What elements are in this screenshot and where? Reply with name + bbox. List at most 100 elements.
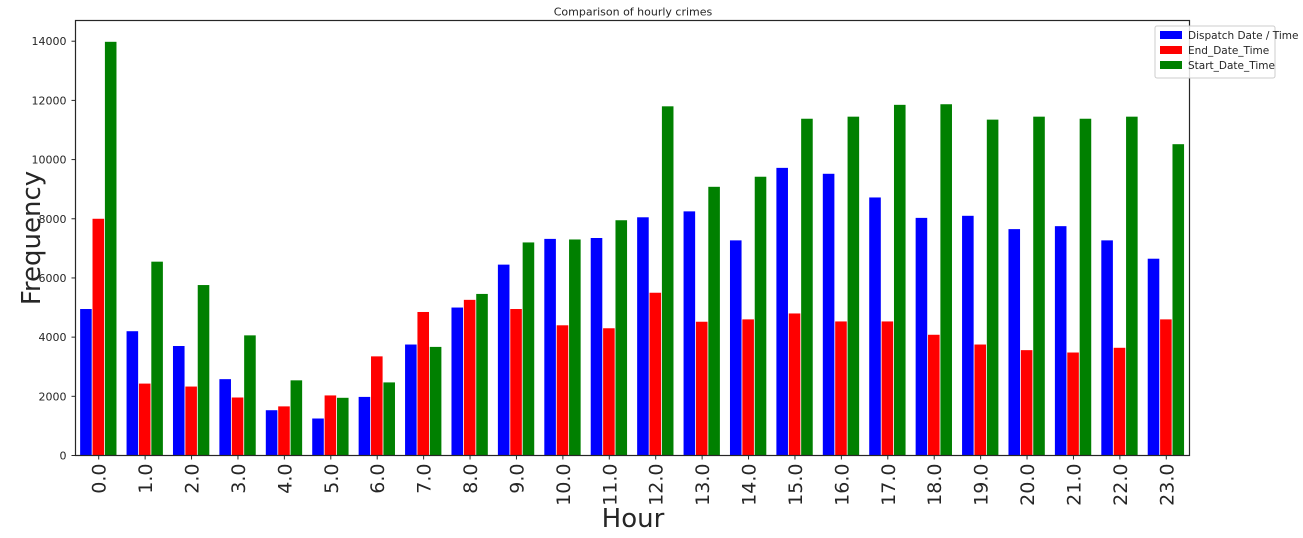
bar-dispatch-date-time-8	[451, 307, 464, 456]
bar-start-date-time-16	[847, 116, 860, 456]
bar-start-date-time-14	[754, 176, 767, 456]
bar-start-date-time-23	[1172, 144, 1185, 456]
bar-dispatch-date-time-2	[172, 346, 185, 456]
bar-start-date-time-10	[569, 239, 581, 456]
bar-start-date-time-22	[1126, 116, 1138, 456]
chart-title: Comparison of hourly crimes	[554, 6, 713, 19]
y-tick-label: 4000	[39, 331, 67, 344]
bar-end-date-time-14	[742, 319, 754, 456]
bar-end-date-time-23	[1160, 319, 1172, 456]
bar-dispatch-date-time-7	[405, 344, 417, 456]
bar-start-date-time-21	[1079, 118, 1092, 456]
bar-start-date-time-3	[244, 335, 256, 456]
legend: Dispatch Date / Time End_Date_Time Start_D…	[1154, 25, 1298, 79]
bar-dispatch-date-time-23	[1147, 258, 1160, 456]
bar-end-date-time-18	[928, 334, 940, 456]
bar-end-date-time-3	[231, 397, 244, 456]
bar-end-date-time-12	[649, 292, 662, 456]
x-tick-label: 13.0	[692, 464, 714, 506]
x-tick-label: 16.0	[831, 464, 853, 506]
x-tick-label: 20.0	[1017, 464, 1039, 506]
bar-start-date-time-5	[336, 397, 349, 456]
bar-end-date-time-15	[788, 313, 801, 456]
bar-dispatch-date-time-3	[219, 379, 231, 456]
x-tick-label: 1.0	[135, 464, 157, 494]
x-axis: 0.0 1.0 2.0 3.0 4.0 5.0 6.0 7.0 8.0 9.0 10.0 11.0 12…	[89, 455, 1178, 506]
bar-end-date-time-2	[185, 386, 197, 456]
bar-end-date-time-5	[324, 395, 337, 456]
bar-start-date-time-0	[104, 41, 117, 456]
bar-end-date-time-10	[556, 325, 569, 456]
bar-dispatch-date-time-15	[776, 167, 788, 456]
x-tick-label: 2.0	[182, 464, 204, 494]
y-tick-label: 6000	[39, 272, 67, 285]
x-tick-label: 3.0	[228, 464, 250, 494]
x-tick-label: 11.0	[599, 464, 621, 506]
y-axis-label: Frequency	[17, 171, 47, 305]
x-tick-label: 9.0	[506, 464, 528, 494]
bar-start-date-time-11	[615, 220, 628, 456]
x-tick-label: 12.0	[646, 464, 668, 506]
x-tick-label: 10.0	[553, 464, 575, 506]
legend-entry-label: End_Date_Time	[1188, 45, 1269, 57]
x-tick-label: 8.0	[460, 464, 482, 494]
x-tick-label: 0.0	[89, 464, 111, 494]
legend-box	[1154, 25, 1276, 79]
y-axis: 0 2000 4000 6000 8000 10000 12000 14000	[32, 35, 76, 463]
bar-start-date-time-8	[476, 293, 488, 456]
bar-dispatch-date-time-17	[869, 197, 881, 456]
bar-start-date-time-19	[986, 119, 999, 456]
x-tick-label: 6.0	[367, 464, 389, 494]
x-tick-label: 5.0	[321, 464, 343, 494]
y-tick-label: 0	[60, 450, 67, 463]
bar-dispatch-date-time-18	[915, 217, 928, 456]
bar-start-date-time-7	[429, 346, 442, 456]
x-axis-label: Hour	[602, 504, 665, 534]
x-tick-label: 18.0	[924, 464, 946, 506]
legend-entry-label: Start_Date_Time	[1188, 60, 1275, 72]
x-tick-label: 17.0	[878, 464, 900, 506]
bar-end-date-time-20	[1020, 350, 1033, 456]
x-tick-label: 15.0	[785, 464, 807, 506]
bar-dispatch-date-time-14	[729, 240, 742, 456]
x-tick-label: 23.0	[1156, 464, 1178, 506]
bar-end-date-time-17	[881, 321, 894, 456]
bar-end-date-time-9	[510, 309, 522, 456]
legend-swatch	[1160, 46, 1182, 54]
bar-dispatch-date-time-16	[822, 173, 835, 456]
bar-end-date-time-21	[1067, 352, 1079, 456]
x-tick-label: 7.0	[414, 464, 436, 494]
bar-end-date-time-1	[138, 383, 151, 456]
bar-end-date-time-6	[371, 356, 383, 456]
bar-end-date-time-16	[835, 321, 847, 456]
bar-start-date-time-1	[151, 261, 163, 456]
bar-dispatch-date-time-21	[1054, 226, 1067, 456]
bar-end-date-time-0	[92, 218, 105, 456]
y-tick-label: 10000	[32, 154, 67, 167]
bar-start-date-time-9	[522, 242, 535, 456]
bar-end-date-time-13	[695, 321, 708, 456]
bar-start-date-time-13	[708, 186, 720, 456]
bar-start-date-time-17	[893, 104, 906, 456]
bar-dispatch-date-time-9	[497, 264, 510, 456]
y-tick-label: 2000	[39, 390, 67, 403]
bar-dispatch-date-time-1	[126, 331, 139, 456]
bar-dispatch-date-time-6	[358, 396, 371, 456]
bar-dispatch-date-time-4	[265, 410, 278, 456]
y-tick-label: 12000	[32, 94, 67, 107]
legend-swatch	[1160, 61, 1182, 69]
bar-dispatch-date-time-10	[544, 238, 556, 456]
bar-end-date-time-8	[463, 299, 476, 456]
bar-start-date-time-6	[383, 382, 395, 456]
bar-start-date-time-4	[290, 380, 303, 456]
x-tick-label: 19.0	[971, 464, 993, 506]
bar-start-date-time-15	[801, 118, 813, 456]
plot-area-frame	[74, 19, 1191, 457]
x-tick-label: 4.0	[274, 464, 296, 494]
bar-end-date-time-11	[603, 328, 615, 456]
bar-dispatch-date-time-5	[312, 418, 324, 456]
bar-start-date-time-20	[1033, 116, 1045, 456]
y-tick-label: 14000	[32, 35, 67, 48]
bar-end-date-time-4	[278, 406, 290, 456]
